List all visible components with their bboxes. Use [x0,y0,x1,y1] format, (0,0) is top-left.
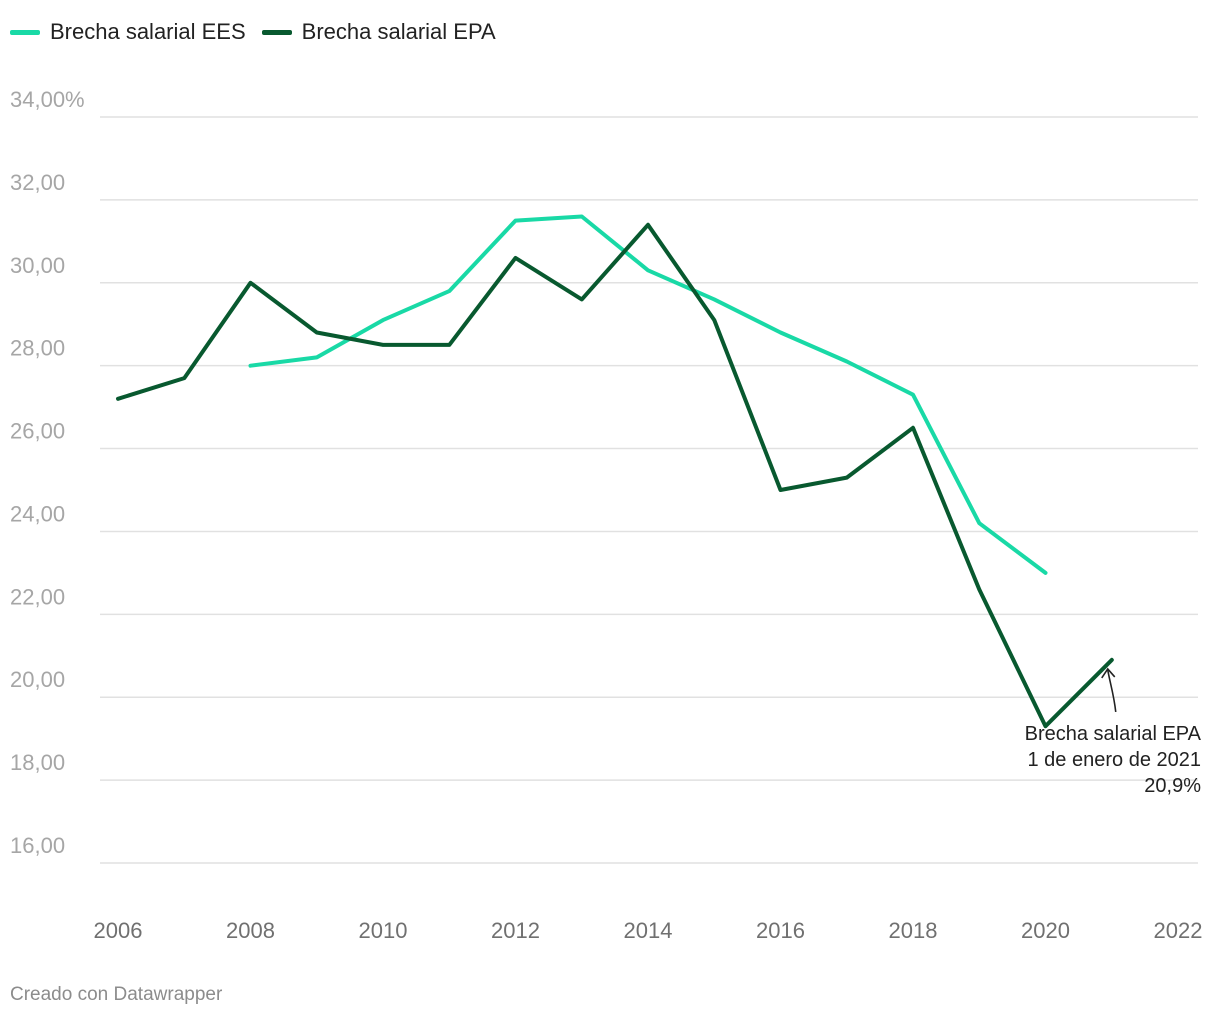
y-tick-label: 18,00 [10,750,65,775]
line-chart: 34,00% 32,00 30,00 28,00 26,00 24,00 22,00 20,0… [10,87,1203,943]
y-tick-label: 26,00 [10,419,65,444]
annotation-line-date: 1 de enero de 2021 [1028,749,1202,771]
series-lines [116,214,1114,729]
y-tick-label: 24,00 [10,501,65,526]
x-tick-label: 2020 [1021,918,1070,943]
x-tick-label: 2006 [94,918,143,943]
y-tick-label: 34,00% [10,87,85,112]
legend-swatch-ees [10,29,40,35]
annotation-arrowhead [1101,667,1116,679]
legend-item-epa: Brecha salarial EPA [261,19,496,45]
x-tick-label: 2014 [624,918,673,943]
y-tick-label: 28,00 [10,336,65,361]
legend-label-epa: Brecha salarial EPA [301,19,496,44]
legend-label-ees: Brecha salarial EES [50,19,246,44]
y-tick-label: 30,00 [10,253,65,278]
series-line-epa [116,222,1114,729]
x-tick-label: 2016 [756,918,805,943]
annotation: Brecha salarial EPA 1 de enero de 2021 20,… [1025,667,1202,797]
x-tick-label: 2010 [359,918,408,943]
y-axis-ticks: 34,00% 32,00 30,00 28,00 26,00 24,00 22,00 20,0… [10,87,85,858]
credit-text: Creado con Datawrapper [10,984,223,1005]
series-line-ees [248,214,1048,575]
legend-item-ees: Brecha salarial EES [10,19,246,45]
y-tick-label: 20,00 [10,667,65,692]
annotation-line-value: 20,9% [1144,775,1201,797]
x-axis-ticks: 2006 2008 2010 2012 2014 2016 2018 2020 2022 [94,918,1203,943]
x-tick-label: 2022 [1154,918,1203,943]
legend: Brecha salarial EES Brecha salarial EPA [10,14,496,50]
annotation-line-series: Brecha salarial EPA [1025,723,1202,745]
y-tick-label: 16,00 [10,833,65,858]
x-tick-label: 2018 [889,918,938,943]
gridlines [100,116,1198,864]
x-tick-label: 2012 [491,918,540,943]
y-tick-label: 22,00 [10,584,65,609]
legend-swatch-epa [261,29,292,35]
annotation-arrow [1106,669,1117,713]
x-tick-label: 2008 [226,918,275,943]
y-tick-label: 32,00 [10,170,65,195]
